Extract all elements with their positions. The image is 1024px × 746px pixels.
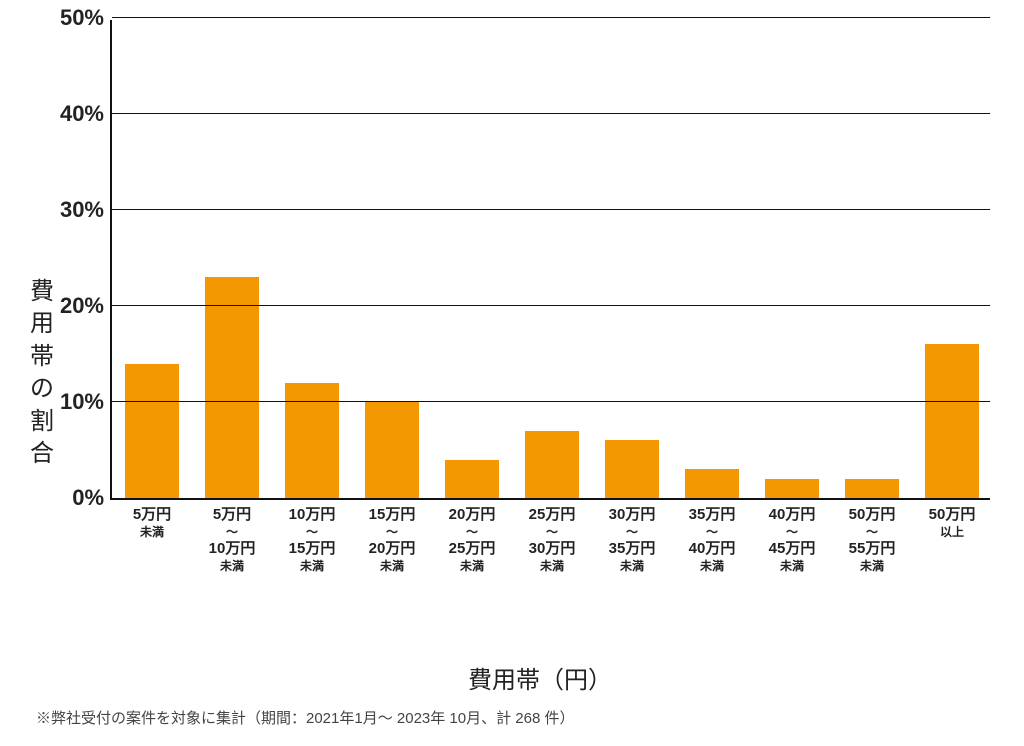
y-tick-label: 30% [60, 197, 112, 223]
chart-gridline [112, 113, 990, 114]
chart-gridline [112, 401, 990, 402]
y-tick-label: 50% [60, 5, 112, 31]
chart-gridline [112, 305, 990, 306]
chart-footnote: ※弊社受付の案件を対象に集計（期間：2021年1月～ 2023年 10月、計 2… [36, 707, 574, 728]
x-tick-label: 15万円〜20万円未満 [352, 498, 432, 574]
y-tick-label: 0% [72, 485, 112, 511]
y-tick-label: 10% [60, 389, 112, 415]
x-tick-label: 30万円〜35万円未満 [592, 498, 672, 574]
chart-bar [445, 460, 499, 498]
chart-bar [525, 431, 579, 498]
x-axis-title: 費用帯（円） [468, 660, 612, 695]
chart-bars [112, 20, 990, 498]
x-tick-label: 20万円〜25万円未満 [432, 498, 512, 574]
chart-bar [365, 402, 419, 498]
x-tick-label: 5万円〜10万円未満 [192, 498, 272, 574]
chart-bar [925, 344, 979, 498]
chart-gridline [112, 17, 990, 18]
x-tick-label: 50万円〜55万円未満 [832, 498, 912, 574]
chart-bar [845, 479, 899, 498]
x-tick-label: 40万円〜45万円未満 [752, 498, 832, 574]
x-tick-label: 25万円〜30万円未満 [512, 498, 592, 574]
y-axis-title: 費用帯の割合 [30, 276, 54, 470]
y-tick-label: 20% [60, 293, 112, 319]
chart-bar [125, 364, 179, 498]
chart-bar [205, 277, 259, 498]
x-tick-label: 10万円〜15万円未満 [272, 498, 352, 574]
chart-bar [605, 440, 659, 498]
x-tick-label: 35万円〜40万円未満 [672, 498, 752, 574]
chart-plot-area: 0%10%20%30%40%50%5万円未満5万円〜10万円未満10万円〜15万… [110, 20, 990, 500]
y-tick-label: 40% [60, 101, 112, 127]
page: 費用帯の割合 0%10%20%30%40%50%5万円未満5万円〜10万円未満1… [0, 0, 1024, 746]
x-tick-label: 5万円未満 [112, 498, 192, 540]
chart-bar [765, 479, 819, 498]
x-tick-label: 50万円以上 [912, 498, 992, 540]
chart-gridline [112, 209, 990, 210]
chart-bar [685, 469, 739, 498]
